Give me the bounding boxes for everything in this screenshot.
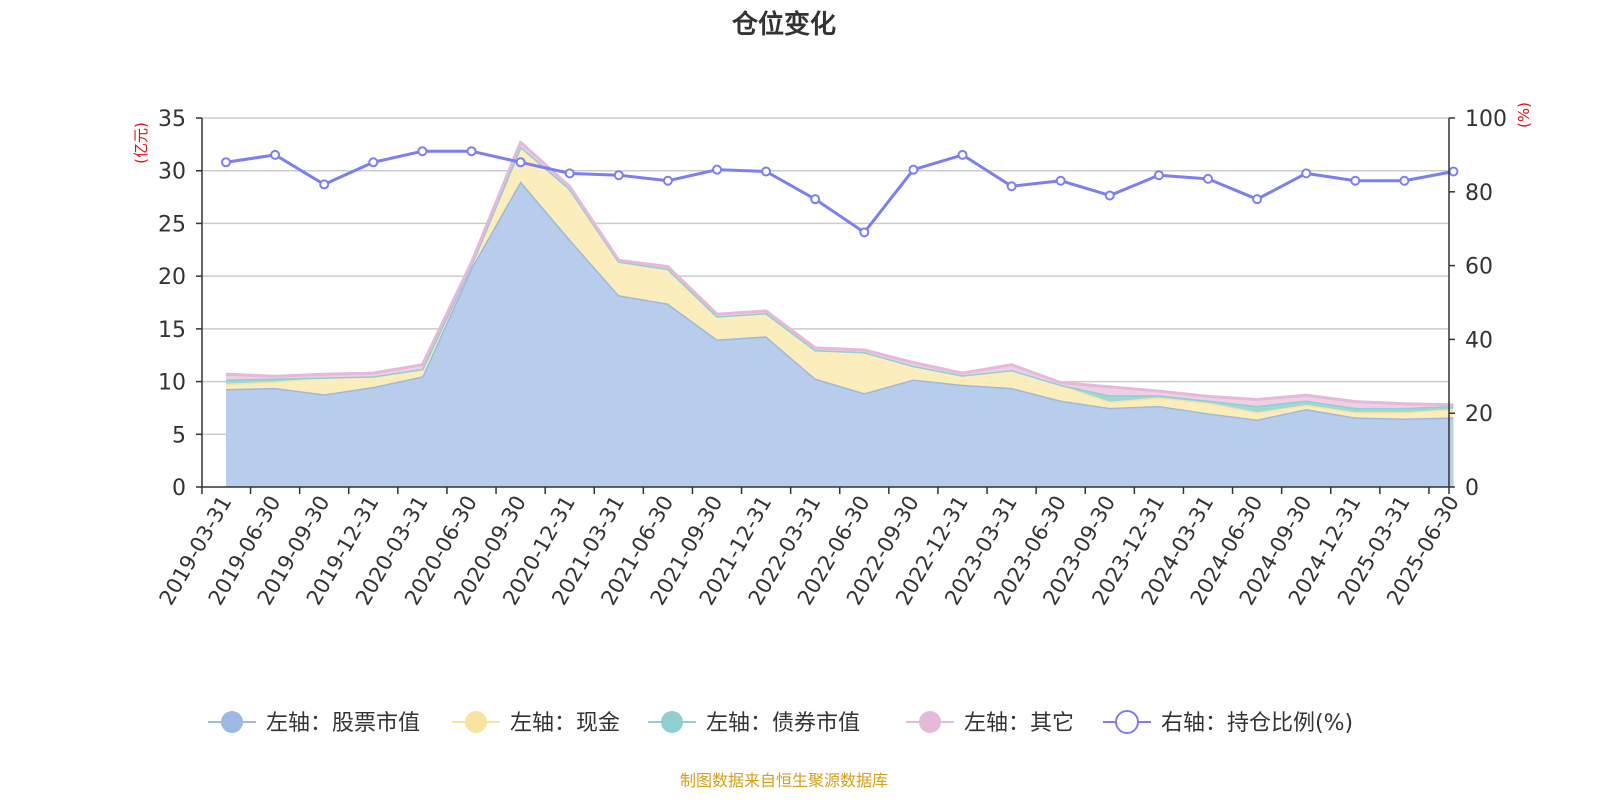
ratio-line	[225, 149, 1454, 234]
ratio-point	[613, 170, 624, 181]
area-line-1	[225, 179, 1454, 422]
ratio-point	[1203, 173, 1213, 184]
area-series	[225, 140, 1454, 487]
left-tick-label: 20	[158, 265, 186, 290]
legend-marker	[919, 711, 941, 733]
left-tick-label: 25	[158, 212, 186, 237]
ratio-point	[810, 194, 821, 205]
ratio-point	[221, 157, 231, 168]
legend-item: 左轴：股票市值	[208, 711, 420, 736]
legend-label: 左轴：债券市值	[706, 711, 860, 736]
legend-item: 左轴：现金	[452, 711, 620, 736]
left-tick-label: 35	[158, 107, 186, 132]
area-line-4	[225, 140, 1454, 407]
legend-marker	[1115, 710, 1139, 734]
ratio-point	[662, 175, 673, 186]
ratio-point	[908, 164, 919, 175]
ratio-point	[1448, 166, 1459, 177]
left-tick-label: 0	[172, 476, 186, 501]
left-tick-label: 10	[158, 371, 186, 396]
ratio-point	[1301, 168, 1312, 179]
area-fill-2	[226, 146, 1454, 420]
right-tick-label: 60	[1465, 255, 1493, 280]
legend-item: 左轴：债券市值	[648, 711, 860, 736]
ratio-point	[417, 146, 428, 157]
ratio-point	[1153, 170, 1164, 181]
ratio-point	[466, 146, 477, 157]
right-tick-label: 0	[1465, 476, 1479, 501]
legend-label: 左轴：其它	[964, 711, 1074, 736]
legend-marker	[661, 711, 683, 733]
legend-marker	[465, 711, 487, 733]
source-note: 制图数据来自恒生聚源数据库	[680, 771, 888, 790]
legend-marker	[221, 711, 243, 733]
legend-label: 右轴：持仓比例(%)	[1161, 711, 1353, 736]
right-tick-label: 80	[1465, 181, 1493, 206]
legend-item: 左轴：其它	[906, 711, 1074, 736]
ratio-point	[1252, 194, 1263, 205]
ratio-point	[368, 157, 379, 168]
ratio-point	[712, 164, 722, 175]
right-tick-label: 20	[1465, 402, 1493, 427]
right-tick-label: 100	[1465, 107, 1507, 132]
legend: 左轴：股票市值 左轴：现金 左轴：债券市值 左轴：其它 右轴：持仓比例(%)	[208, 710, 1353, 736]
left-tick-label: 30	[158, 160, 186, 185]
ratio-line-series	[221, 146, 1459, 238]
legend-label: 左轴：股票市值	[266, 711, 420, 736]
area-fill-1	[226, 181, 1454, 487]
left-tick-label: 5	[172, 423, 186, 448]
ratio-point	[1006, 181, 1017, 192]
ratio-point	[1055, 175, 1066, 186]
ratio-point	[515, 157, 526, 168]
chart-title: 仓位变化	[731, 9, 836, 40]
ratio-point	[957, 149, 968, 160]
ratio-point	[1399, 175, 1410, 186]
right-axis-unit: (%)	[1515, 102, 1533, 128]
ratio-point	[564, 168, 575, 179]
left-axis-unit: (亿元)	[132, 122, 150, 164]
ratio-point	[1104, 190, 1115, 201]
right-tick-label: 40	[1465, 328, 1493, 353]
ratio-point	[761, 166, 772, 177]
ratio-point	[1350, 175, 1361, 186]
ratio-point	[319, 179, 330, 190]
legend-item: 右轴：持仓比例(%)	[1103, 710, 1353, 736]
left-tick-label: 15	[158, 318, 186, 343]
legend-label: 左轴：现金	[510, 711, 620, 736]
ratio-point	[270, 149, 281, 160]
ratio-point	[859, 227, 870, 238]
